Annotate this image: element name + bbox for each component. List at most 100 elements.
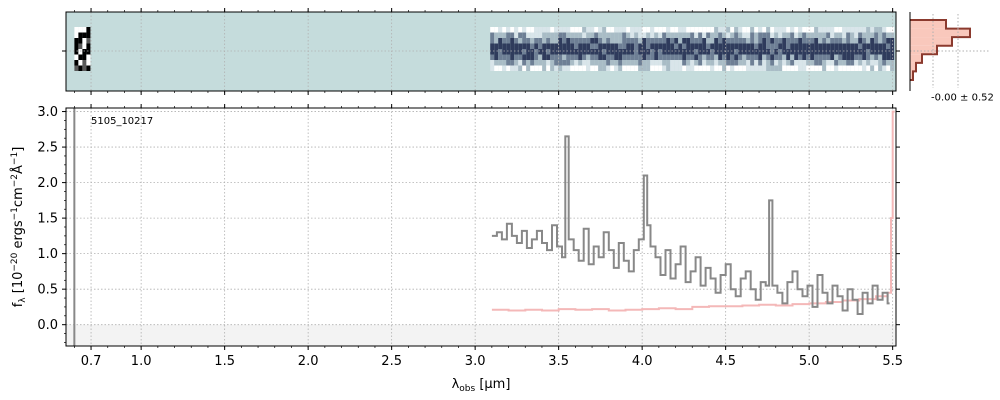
spectrum-pixel [526,49,531,55]
spectrum-pixel [814,32,819,38]
spectrum-pixel [762,49,767,55]
spectrum-pixel [530,49,535,55]
spectrum-pixel [866,54,871,60]
spectrum-pixel [714,38,719,44]
spectrum-pixel [86,65,91,71]
spectrum-pixel [554,54,559,60]
spectrum-pixel [682,60,687,66]
x-tick-label: 4.5 [715,354,736,369]
spectrum-pixel [606,60,611,66]
spectrum-pixel [558,27,563,33]
spectrum-pixel [678,27,683,33]
spectrum-pixel [750,54,755,60]
spectrum-pixel [810,27,815,33]
spectrum-pixel [890,38,895,44]
spectrum-pixel [654,27,659,33]
spectrum-pixel [890,49,895,55]
spectrum-pixel [854,49,859,55]
spectrum-pixel [686,65,691,71]
spectrum-pixel [686,27,691,33]
spectrum-pixel [578,27,583,33]
spectrum-pixel [738,38,743,44]
spectrum-pixel [706,54,711,60]
spectrum-pixel [562,54,567,60]
x-tick-label: 1.5 [214,354,235,369]
spectrum-pixel [606,54,611,60]
spectrum-pixel [766,32,771,38]
spectrum-pixel [770,54,775,60]
spectrum-pixel [614,38,619,44]
spectrum-pixel [870,65,875,71]
spectrum-pixel [646,27,651,33]
spectrum-pixel [74,43,79,49]
spectrum-pixel [602,54,607,60]
spectrum-pixel [806,38,811,44]
spectrum-pixel [690,32,695,38]
spectrum-pixel [514,32,519,38]
spectrum-pixel [746,27,751,33]
spectrum-pixel [618,38,623,44]
spectrum-pixel [802,60,807,66]
spectrum-pixel [546,54,551,60]
spectrum-pixel [754,49,759,55]
spectrum-pixel [842,38,847,44]
spectrum-pixel [750,27,755,33]
spectrum-pixel [550,38,555,44]
spectrum-pixel [646,38,651,44]
spectrum-pixel [806,54,811,60]
spectrum-pixel [86,27,91,33]
histogram-bar [910,28,970,38]
spectrum-pixel [882,32,887,38]
spectrum-pixel [758,27,763,33]
spectrum-pixel [566,49,571,55]
spectrum-pixel [674,54,679,60]
spectrum-pixel [538,65,543,71]
spectrum-pixel [530,32,535,38]
spectrum-pixel [838,43,843,49]
spectrum-pixel [814,60,819,66]
spectrum-pixel [794,38,799,44]
spectrum-pixel [502,60,507,66]
spectrum-pixel [830,60,835,66]
spectrum-pixel [562,60,567,66]
spectrum-pixel [874,38,879,44]
spectrum-pixel [818,38,823,44]
spectrum-pixel [570,27,575,33]
spectrum-pixel [702,32,707,38]
spectrum-pixel [534,43,539,49]
spectrum-pixel [842,54,847,60]
flux-spectrum-line [491,135,890,315]
spectrum-pixel [506,32,511,38]
spectrum-pixel [850,27,855,33]
spectrum-pixel [586,32,591,38]
spectrum-pixel [650,43,655,49]
spectrum-pixel [518,65,523,71]
spectrum-pixel [850,60,855,66]
spectrum-pixel [606,38,611,44]
spectrum-pixel [670,27,675,33]
spectrum-pixel [762,43,767,49]
spectrum-pixel [814,38,819,44]
spectrum-pixel [694,32,699,38]
y-tick-label: 3.0 [37,105,58,120]
spectrum-pixel [626,27,631,33]
spectrum-pixel [762,60,767,66]
spectrum-pixel [674,43,679,49]
spectrum-pixel [730,43,735,49]
spectrum-pixel [746,43,751,49]
spectrum-pixel [602,60,607,66]
x-tick-label: 2.5 [381,354,402,369]
spectrum-pixel [502,43,507,49]
spectrum-pixel [682,43,687,49]
spectrum-pixel [530,38,535,44]
spectrum-pixel [86,60,91,66]
spectrum-pixel [546,60,551,66]
spectrum-pixel [510,32,515,38]
spectrum-pixel [554,43,559,49]
spectrum-pixel [818,65,823,71]
spectrum-pixel [834,54,839,60]
spectrum-pixel [594,43,599,49]
spectrum-pixel [578,65,583,71]
spectrum-pixel [742,43,747,49]
